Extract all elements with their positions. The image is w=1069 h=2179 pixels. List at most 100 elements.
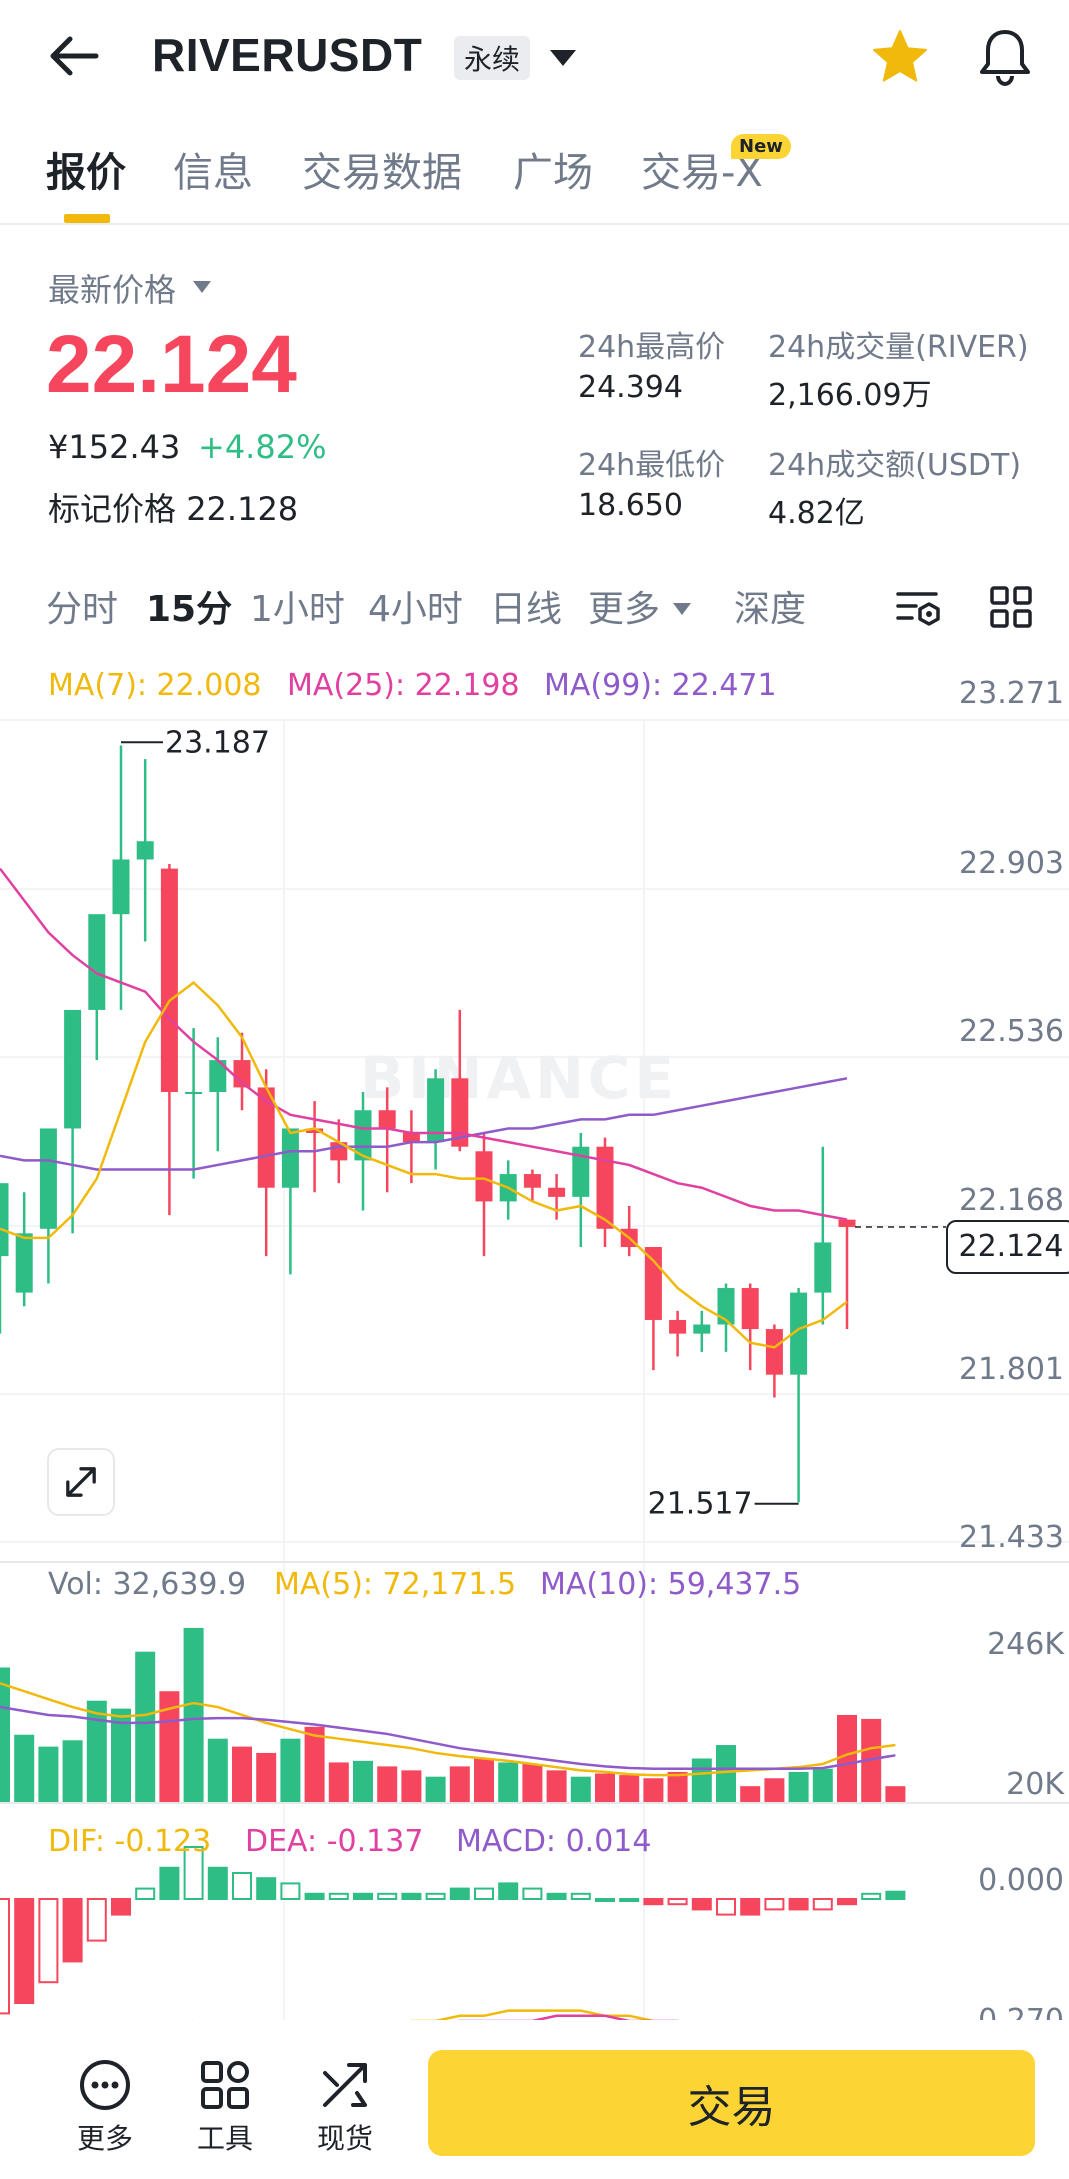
symbol-title[interactable]: RIVERUSDT: [152, 29, 423, 81]
tools-button[interactable]: 工具: [180, 2059, 270, 2157]
volume-bar: [38, 1746, 59, 1802]
macd-legend: MACD: 0.014: [456, 1824, 652, 1859]
price-axis-label: 22.903: [959, 846, 1064, 881]
layout-grid-icon[interactable]: [990, 586, 1032, 628]
interval-15m[interactable]: 15分: [146, 589, 233, 630]
ma7-legend: MA(7): 22.008: [48, 668, 262, 703]
price-change-percent: +4.82%: [198, 428, 327, 466]
mark-price: 标记价格 22.128: [48, 484, 298, 530]
candle-up: [112, 859, 130, 915]
last-price-label[interactable]: 最新价格: [48, 271, 177, 309]
low-24h-label: 24h最低价: [578, 448, 726, 483]
macd-histogram-bar: [546, 1892, 567, 1901]
volume-bar: [619, 1775, 640, 1802]
mark-price-value: 22.128: [186, 490, 299, 528]
volume-bar: [377, 1766, 398, 1802]
candle-down: [257, 1087, 275, 1188]
contract-type-badge: 永续: [454, 36, 531, 80]
bottom-bar: 更多 工具 现货 交易: [0, 2025, 1069, 2179]
candle-up: [209, 1060, 227, 1092]
volume-bar: [837, 1714, 857, 1802]
trade-button[interactable]: 交易: [428, 2050, 1035, 2156]
back-arrow-icon[interactable]: [48, 34, 100, 78]
candle-up: [64, 1009, 82, 1129]
macd-histogram-bar: [256, 1877, 277, 1900]
tab-square[interactable]: 广场: [513, 150, 593, 196]
chart-settings-icon[interactable]: [896, 588, 942, 630]
interval-1d[interactable]: 日线: [490, 589, 563, 630]
macd-axis-label: 0.000: [978, 1863, 1064, 1898]
candle-down: [475, 1151, 493, 1202]
macd-histogram-bar: [38, 1898, 59, 1984]
interval-more[interactable]: 更多: [588, 589, 661, 630]
caret-down-icon[interactable]: [548, 48, 578, 68]
price-axis-label: 22.168: [959, 1183, 1064, 1218]
volume-ma10-legend: MA(10): 59,437.5: [540, 1567, 802, 1602]
candle-down: [765, 1329, 783, 1375]
macd-histogram-bar: [401, 1892, 422, 1901]
volume-bar: [570, 1776, 591, 1802]
tab-quote[interactable]: 报价: [46, 150, 126, 196]
candle-down: [378, 1110, 396, 1129]
macd-histogram-bar: [111, 1898, 131, 1916]
candle-down: [451, 1078, 469, 1147]
volume-quote-value: 4.82亿: [768, 496, 865, 531]
macd-histogram-bar: [232, 1872, 252, 1900]
price-axis-label: 23.271: [959, 676, 1064, 711]
macd-histogram-bar: [135, 1887, 156, 1900]
caret-down-icon[interactable]: [192, 280, 212, 294]
low-24h-value: 18.650: [578, 488, 683, 523]
watermark-text: BINANCE: [360, 1044, 678, 1112]
interval-1h[interactable]: 1小时: [250, 589, 345, 630]
notification-bell-icon[interactable]: [976, 26, 1034, 86]
ma7-line: [0, 980, 848, 1349]
candle-down: [596, 1146, 614, 1229]
interval-timeshare[interactable]: 分时: [46, 589, 119, 630]
macd-histogram-bar: [449, 1887, 470, 1900]
candle-down: [644, 1247, 662, 1320]
expand-icon: [66, 1467, 96, 1497]
more-button[interactable]: 更多: [60, 2059, 150, 2157]
tab-info[interactable]: 信息: [173, 150, 253, 196]
volume-bar: [885, 1786, 906, 1802]
tools-grid-icon: [201, 2061, 249, 2109]
candle-up: [281, 1128, 299, 1188]
high-24h-label: 24h最高价: [578, 330, 726, 365]
ma25-legend: MA(25): 22.198: [287, 668, 520, 703]
macd-histogram-bar: [353, 1892, 373, 1901]
current-price-tag: 22.124: [946, 1220, 1069, 1274]
interval-4h[interactable]: 4小时: [368, 589, 463, 630]
volume-bar: [401, 1770, 422, 1802]
volume-ma10-line: [0, 1705, 896, 1771]
volume-bar: [353, 1760, 373, 1802]
candle-down: [548, 1187, 566, 1197]
volume-bar: [691, 1758, 712, 1802]
spot-button[interactable]: 现货: [300, 2059, 390, 2157]
fullscreen-button[interactable]: [47, 1448, 115, 1516]
candle-down: [402, 1133, 420, 1143]
candle-down: [741, 1288, 759, 1330]
macd-histogram-bar: [764, 1898, 785, 1911]
dif-line: [192, 2009, 655, 2020]
candle-up: [39, 1128, 57, 1229]
interval-depth[interactable]: 深度: [734, 589, 807, 630]
macd-histogram-bar: [207, 1866, 228, 1901]
macd-axis-label: -0.270: [967, 2003, 1064, 2020]
candle-down: [838, 1219, 856, 1227]
tab-trading-data[interactable]: 交易数据: [302, 150, 462, 196]
macd-histogram-bar: [86, 1898, 107, 1942]
volume-bar: [62, 1740, 83, 1802]
volume-bar: [643, 1778, 664, 1802]
volume-bar: [111, 1708, 131, 1802]
volume-bar: [159, 1691, 180, 1802]
volume-bar: [474, 1758, 494, 1802]
caret-down-icon[interactable]: [672, 602, 692, 616]
candle-up: [693, 1324, 711, 1334]
kline-chart[interactable]: BINANCE 23.271 22.903 22.536 22.168 21.801 21.…: [0, 656, 1069, 2020]
favorite-star-icon[interactable]: [870, 28, 930, 86]
macd-histogram-bar: [425, 1892, 446, 1901]
candle-up: [185, 1091, 203, 1094]
candle-up: [572, 1146, 590, 1197]
macd-histogram-bar: [788, 1898, 809, 1911]
macd-histogram-bar: [304, 1892, 325, 1901]
